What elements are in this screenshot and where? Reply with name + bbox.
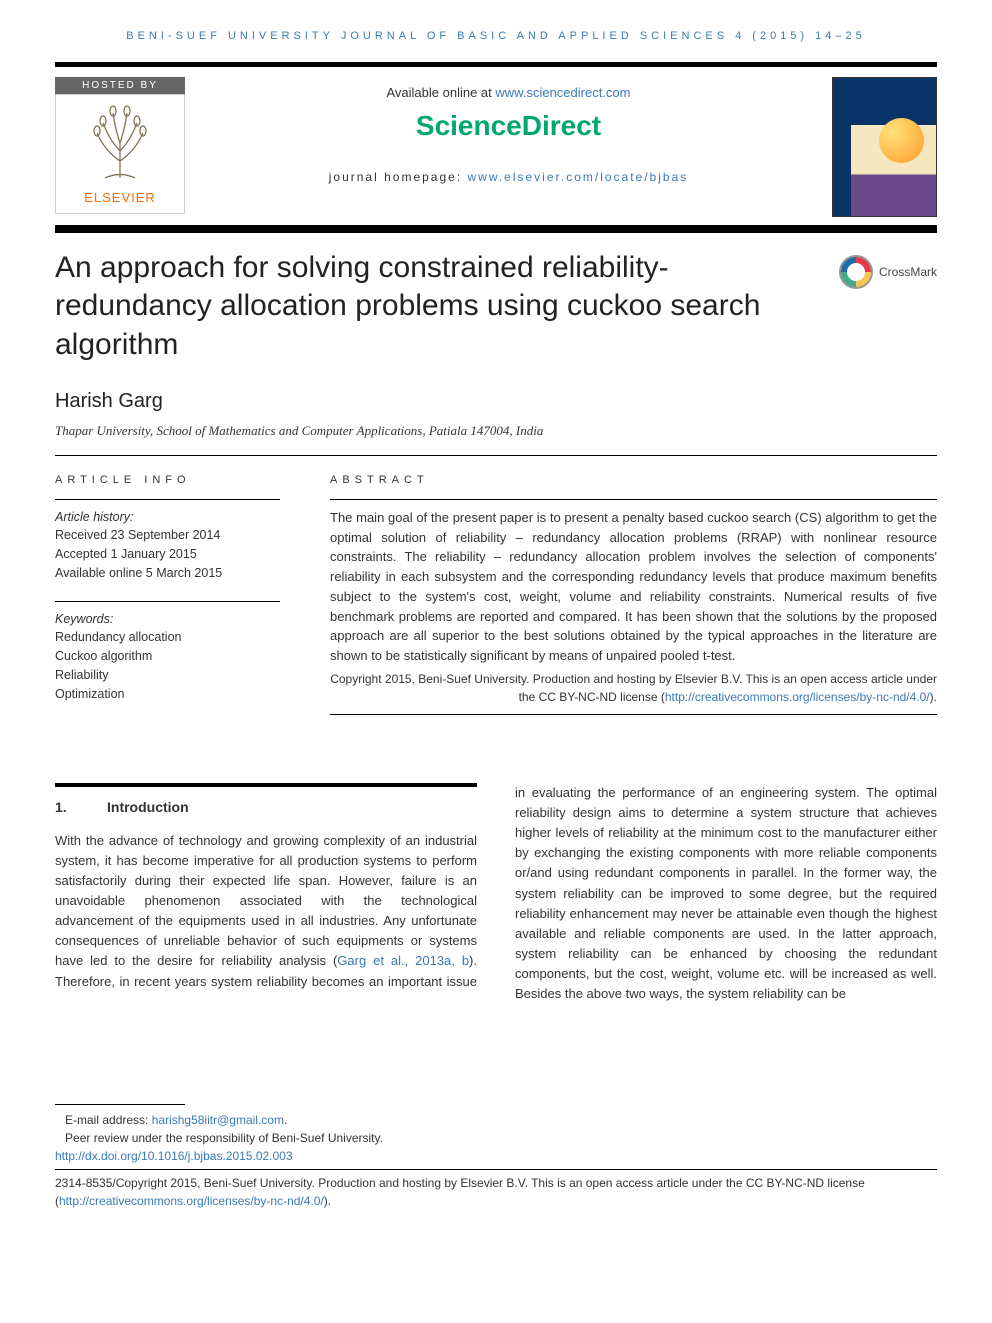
issn-text-b: ). (324, 1194, 331, 1208)
body-text: engineering system. The optimal reliabil… (515, 785, 937, 1001)
article-title: An approach for solving constrained reli… (55, 249, 814, 364)
keywords-block: Keywords: Redundancy allocation Cuckoo a… (55, 610, 280, 704)
journal-homepage-line: journal homepage: www.elsevier.com/locat… (205, 170, 812, 184)
keyword-item: Cuckoo algorithm (55, 647, 280, 666)
email-label: E-mail address: (65, 1113, 152, 1127)
body-text: With the advance of technology and growi… (55, 833, 477, 969)
footnote-divider (55, 1104, 185, 1105)
author-name: Harish Garg (55, 390, 937, 413)
top-divider (55, 62, 937, 67)
article-info-heading: ARTICLE INFO (55, 472, 280, 489)
article-history-block: Article history: Received 23 September 2… (55, 508, 280, 583)
abstract-bottom-rule (330, 714, 937, 715)
author-affiliation: Thapar University, School of Mathematics… (55, 423, 937, 439)
peer-review-text: Peer review under the responsibility of … (65, 1131, 383, 1145)
email-dot: . (284, 1113, 287, 1127)
keywords-rule (55, 601, 280, 602)
keyword-item: Redundancy allocation (55, 628, 280, 647)
mid-divider (55, 225, 937, 233)
footnote-peer-review: Peer review under the responsibility of … (55, 1129, 937, 1147)
article-info-column: ARTICLE INFO Article history: Received 2… (55, 472, 280, 723)
section-heading: 1.Introduction (55, 797, 477, 819)
elsevier-logo: ELSEVIER (55, 94, 185, 214)
spacer (55, 723, 937, 783)
cc-license-link[interactable]: http://creativecommons.org/licenses/by-n… (665, 690, 930, 704)
copyright-line1: Copyright 2015, Beni-Suef University. Pr… (330, 672, 827, 686)
copyright-line3: ). (930, 690, 937, 704)
abstract-column: ABSTRACT The main goal of the present pa… (330, 472, 937, 723)
crossmark-widget[interactable]: CrossMark (839, 249, 937, 289)
body-columns: 1.Introduction With the advance of techn… (55, 783, 937, 1005)
section-title: Introduction (107, 799, 189, 815)
elsevier-wordmark: ELSEVIER (64, 190, 176, 205)
abstract-rule (330, 499, 937, 500)
crossmark-icon (839, 255, 873, 289)
keyword-item: Optimization (55, 685, 280, 704)
running-head: BENI-SUEF UNIVERSITY JOURNAL OF BASIC AN… (55, 30, 937, 42)
crossmark-label: CrossMark (879, 265, 937, 279)
abstract-text: The main goal of the present paper is to… (330, 508, 937, 666)
history-label: Article history: (55, 508, 280, 527)
sciencedirect-logo: ScienceDirect (205, 110, 812, 142)
elsevier-tree-icon (85, 103, 155, 181)
doi-link[interactable]: http://dx.doi.org/10.1016/j.bjbas.2015.0… (55, 1147, 937, 1165)
cover-spine (833, 78, 851, 216)
footnote-issn: 2314-8535/Copyright 2015, Beni-Suef Univ… (55, 1174, 937, 1210)
hosted-by-label: HOSTED BY (55, 77, 185, 94)
author-divider (55, 455, 937, 456)
section-heading-wrap: 1.Introduction (55, 783, 477, 819)
info-abstract-row: ARTICLE INFO Article history: Received 2… (55, 472, 937, 723)
available-prefix: Available online at (386, 85, 495, 100)
header-row: HOSTED BY (55, 77, 937, 217)
footnote-cc-link[interactable]: http://creativecommons.org/licenses/by-n… (59, 1194, 324, 1208)
title-row: An approach for solving constrained reli… (55, 249, 937, 390)
journal-cover-thumbnail (832, 77, 937, 217)
author-email[interactable]: harishg58iitr@gmail.com (152, 1113, 284, 1127)
footnote-full-rule (55, 1169, 937, 1170)
footnote-email: E-mail address: harishg58iitr@gmail.com. (55, 1111, 937, 1129)
journal-hp-prefix: journal homepage: (329, 170, 468, 184)
center-header: Available online at www.sciencedirect.co… (205, 77, 812, 184)
history-received: Received 23 September 2014 (55, 526, 280, 545)
sciencedirect-url[interactable]: www.sciencedirect.com (495, 85, 630, 100)
available-online-line: Available online at www.sciencedirect.co… (205, 85, 812, 100)
abstract-heading: ABSTRACT (330, 472, 937, 489)
journal-hp-url[interactable]: www.elsevier.com/locate/bjbas (468, 170, 689, 184)
copyright-text: Copyright 2015, Beni-Suef University. Pr… (330, 670, 937, 706)
keywords-label: Keywords: (55, 610, 280, 629)
history-accepted: Accepted 1 January 2015 (55, 545, 280, 564)
keyword-item: Reliability (55, 666, 280, 685)
history-online: Available online 5 March 2015 (55, 564, 280, 583)
footnotes: E-mail address: harishg58iitr@gmail.com.… (55, 1104, 937, 1210)
hosted-by-box: HOSTED BY (55, 77, 185, 214)
section-rule (55, 783, 477, 787)
info-rule (55, 499, 280, 500)
section-number: 1. (55, 797, 107, 819)
citation-link[interactable]: Garg et al., 2013a, b (337, 953, 469, 968)
